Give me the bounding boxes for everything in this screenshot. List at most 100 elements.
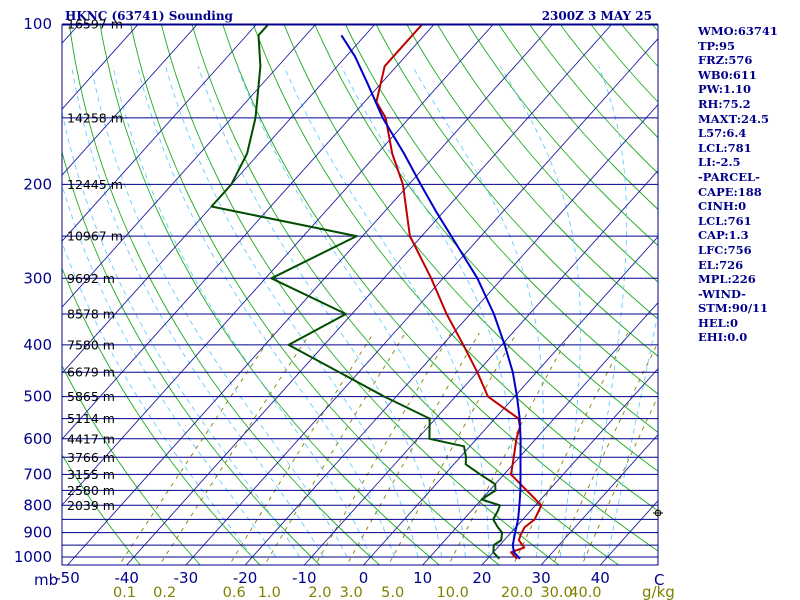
pressure-tick-label: 600: [23, 430, 52, 448]
pressure-tick-label: 100: [23, 15, 52, 33]
mixing-ratio-tick-label: 0.2: [153, 585, 176, 600]
isotherm-line: [540, 434, 658, 565]
temperature-unit-label: C: [654, 571, 664, 589]
temperature-tick-label: -50: [55, 569, 80, 587]
isotherm-line: [126, 25, 612, 565]
dry-adiabat: [222, 25, 658, 552]
isotherm-line: [62, 25, 316, 308]
pressure-tick-label: 300: [23, 269, 52, 287]
stat-item: -PARCEL-: [698, 169, 760, 184]
temperature-tick-label: 10: [413, 569, 432, 587]
height-labels: 16597 m 14258 m 12445 m 10967 m 9692 m 8578 m…: [67, 17, 123, 513]
pressure-tick-label: 900: [23, 524, 52, 542]
moist-adiabat: [71, 66, 324, 558]
stat-item: LCL:781: [698, 140, 752, 155]
dry-adiabat: [345, 25, 658, 395]
dry-adiabat: [161, 25, 560, 565]
mixing-ratio-line: [583, 395, 658, 562]
mixing-ratio-tick-label: 1.0: [258, 585, 281, 600]
stat-item: EHI:0.0: [698, 330, 748, 345]
temperature-tick-label: -20: [233, 569, 258, 587]
height-label: 5865 m: [67, 389, 115, 404]
mixing-ratio-line: [161, 332, 311, 562]
dry-adiabat: [191, 25, 619, 565]
dry-adiabat: [406, 25, 658, 320]
isobars: [62, 23, 658, 558]
dry-adiabat: [437, 25, 658, 283]
moist-adiabat: [283, 66, 490, 558]
isotherm-line: [0, 25, 19, 565]
temperature-profile: [375, 25, 543, 560]
height-label: 3155 m: [67, 467, 115, 482]
pressure-tick-label: 400: [23, 336, 52, 354]
mixing-ratio-lines: [121, 332, 658, 562]
stat-item: LFC:756: [698, 242, 752, 257]
moist-adiabat: [112, 66, 372, 558]
surface-wind-marker: [653, 508, 663, 518]
dry-adiabat: [62, 453, 141, 565]
mixing-ratio-tick-label: 0.6: [223, 585, 246, 600]
mixing-ratio-tick-label: 10.0: [437, 585, 469, 600]
mixing-ratio-tick-label: 40.0: [569, 585, 601, 600]
isotherm-line: [67, 25, 553, 565]
temperature-tick-label: 30: [532, 569, 551, 587]
parcel-profile: [340, 34, 522, 560]
dry-adiabat: [560, 25, 658, 139]
stat-item: TP:95: [698, 38, 736, 53]
moist-adiabat: [136, 66, 395, 558]
height-label: 16597 m: [67, 17, 123, 32]
dry-adiabat: [529, 25, 658, 175]
height-label: 14258 m: [67, 110, 123, 125]
height-label: 9692 m: [67, 271, 115, 286]
mixing-ratio-line: [554, 341, 658, 562]
mixing-ratio-line: [449, 332, 571, 562]
height-label: 3766 m: [67, 450, 115, 465]
dry-adiabat: [498, 25, 658, 210]
isotherm-line: [244, 104, 658, 565]
isotherm-line: [185, 38, 658, 565]
dry-adiabat: [468, 25, 658, 247]
moist-adiabat: [236, 66, 466, 558]
isotherm-line: [62, 25, 375, 374]
mixing-ratio-tick-label: 3.0: [340, 585, 363, 600]
mixing-ratio-tick-label: 0.1: [113, 585, 136, 600]
stats-panel: WMO:63741 TP:95 FRZ:576 WB0:611 PW:1.10 RH:75…: [698, 24, 778, 345]
moist-adiabats: [62, 65, 658, 558]
mixing-ratio-unit-label: g/kg: [642, 583, 675, 600]
height-label: 2039 m: [67, 498, 115, 513]
stat-item: CINH:0: [698, 199, 747, 214]
moist-adiabat: [340, 66, 515, 557]
sounding-profiles: [210, 25, 543, 560]
mixing-ratio-line: [121, 332, 274, 562]
stat-item: HEL:0: [698, 315, 738, 330]
stat-item: PW:1.10: [698, 82, 752, 97]
height-label: 5114 m: [67, 411, 115, 426]
moist-adiabat: [412, 65, 544, 558]
moist-adiabat: [165, 66, 419, 558]
height-label: 4417 m: [67, 431, 115, 446]
moist-adiabat: [90, 66, 348, 558]
height-label: 10967 m: [67, 229, 123, 244]
dry-adiabats: [62, 25, 658, 565]
temperature-tick-label: -10: [292, 569, 317, 587]
isotherms: [0, 25, 658, 565]
mixing-ratio-tick-label: 30.0: [540, 585, 572, 600]
isotherm-line: [62, 25, 257, 242]
stat-item: MPL:226: [698, 272, 756, 287]
moist-adiabat: [499, 65, 581, 558]
stat-item: EL:726: [698, 257, 744, 272]
isotherm-line: [62, 25, 434, 440]
dry-adiabat: [99, 25, 440, 565]
mixing-ratio-tick-label: 20.0: [501, 585, 533, 600]
moist-adiabat: [62, 241, 253, 558]
mixing-ratio-line: [231, 332, 374, 562]
height-label: 2580 m: [67, 483, 115, 498]
dry-adiabat: [376, 25, 658, 357]
height-label: 12445 m: [67, 177, 123, 192]
plot-frame: [61, 24, 659, 566]
stat-item: WMO:63741: [698, 24, 778, 38]
station-title: HKNC (63741) Sounding: [65, 9, 234, 23]
pressure-unit-label: mb: [34, 571, 58, 589]
stat-item: WB0:611: [698, 67, 757, 82]
stat-item: LI:-2.5: [698, 155, 741, 170]
